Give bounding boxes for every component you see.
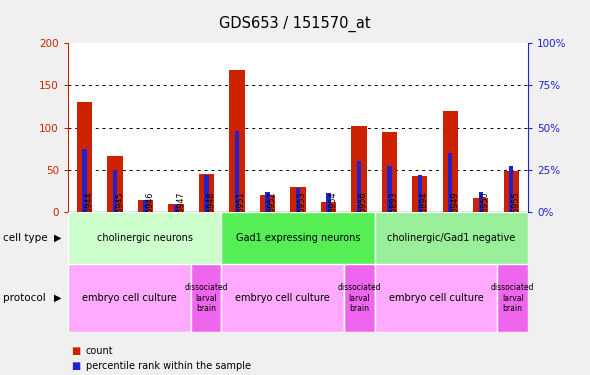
Text: GSM16949: GSM16949: [450, 192, 460, 236]
FancyBboxPatch shape: [191, 264, 221, 332]
Bar: [107, 156, 123, 212]
Bar: [174, 205, 178, 212]
Text: GSM16953: GSM16953: [298, 192, 307, 236]
Text: embryo cell culture: embryo cell culture: [389, 293, 483, 303]
FancyBboxPatch shape: [375, 212, 528, 264]
Bar: [504, 171, 519, 212]
Text: embryo cell culture: embryo cell culture: [235, 293, 330, 303]
Text: GSM16944: GSM16944: [84, 192, 94, 236]
FancyBboxPatch shape: [222, 212, 253, 248]
Text: count: count: [86, 346, 113, 355]
Bar: [266, 192, 270, 212]
FancyBboxPatch shape: [221, 264, 344, 332]
Bar: [113, 170, 117, 212]
Bar: [357, 161, 361, 212]
Bar: [326, 194, 330, 212]
Text: GSM16945: GSM16945: [115, 192, 124, 236]
Text: GSM16894: GSM16894: [420, 192, 429, 236]
Bar: [321, 202, 336, 212]
FancyBboxPatch shape: [343, 212, 374, 248]
FancyBboxPatch shape: [344, 264, 375, 332]
FancyBboxPatch shape: [100, 212, 130, 248]
Text: cholinergic/Gad1 negative: cholinergic/Gad1 negative: [387, 233, 516, 243]
Text: dissociated
larval
brain: dissociated larval brain: [491, 283, 535, 313]
Bar: [235, 131, 239, 212]
Text: GSM16947: GSM16947: [176, 192, 185, 236]
Text: GSM16956: GSM16956: [359, 192, 368, 236]
Bar: [204, 175, 209, 212]
Bar: [290, 188, 306, 212]
Text: GSM16952: GSM16952: [267, 192, 277, 236]
FancyBboxPatch shape: [68, 264, 191, 332]
Bar: [138, 200, 153, 212]
Text: GSM16954: GSM16954: [329, 192, 337, 236]
FancyBboxPatch shape: [221, 212, 375, 264]
FancyBboxPatch shape: [497, 264, 528, 332]
Text: cell type: cell type: [3, 233, 48, 243]
Text: GSM16955: GSM16955: [512, 192, 520, 236]
FancyBboxPatch shape: [374, 212, 405, 248]
Text: GSM16948: GSM16948: [206, 192, 215, 236]
Text: Gad1 expressing neurons: Gad1 expressing neurons: [235, 233, 360, 243]
FancyBboxPatch shape: [161, 212, 191, 248]
Text: GSM16946: GSM16946: [146, 192, 155, 236]
Bar: [418, 175, 422, 212]
FancyBboxPatch shape: [253, 212, 283, 248]
Text: cholinergic neurons: cholinergic neurons: [97, 233, 192, 243]
Text: GSM16893: GSM16893: [389, 192, 398, 236]
FancyBboxPatch shape: [466, 212, 496, 248]
Text: ■: ■: [71, 346, 80, 355]
Bar: [473, 198, 489, 212]
FancyBboxPatch shape: [496, 212, 526, 248]
Bar: [199, 174, 214, 212]
FancyBboxPatch shape: [191, 212, 222, 248]
Bar: [351, 126, 366, 212]
Text: embryo cell culture: embryo cell culture: [82, 293, 176, 303]
Bar: [448, 153, 453, 212]
Bar: [387, 166, 392, 212]
FancyBboxPatch shape: [435, 212, 466, 248]
Bar: [509, 166, 513, 212]
Text: dissociated
larval
brain: dissociated larval brain: [337, 283, 381, 313]
Bar: [296, 188, 300, 212]
Text: ▶: ▶: [54, 293, 62, 303]
Bar: [382, 132, 397, 212]
Text: GSM16951: GSM16951: [237, 192, 246, 236]
Text: ▶: ▶: [54, 233, 62, 243]
FancyBboxPatch shape: [375, 264, 497, 332]
Bar: [230, 70, 245, 212]
Text: GDS653 / 151570_at: GDS653 / 151570_at: [219, 16, 371, 33]
Bar: [442, 111, 458, 212]
Bar: [478, 192, 483, 212]
FancyBboxPatch shape: [130, 212, 161, 248]
Bar: [168, 204, 183, 212]
FancyBboxPatch shape: [313, 212, 343, 248]
FancyBboxPatch shape: [68, 212, 221, 264]
FancyBboxPatch shape: [70, 212, 100, 248]
Text: protocol: protocol: [3, 293, 45, 303]
Text: ■: ■: [71, 361, 80, 370]
Text: dissociated
larval
brain: dissociated larval brain: [184, 283, 228, 313]
Text: percentile rank within the sample: percentile rank within the sample: [86, 361, 251, 370]
FancyBboxPatch shape: [283, 212, 313, 248]
Bar: [260, 195, 275, 212]
Bar: [77, 102, 92, 212]
FancyBboxPatch shape: [405, 212, 435, 248]
Text: GSM16950: GSM16950: [481, 192, 490, 236]
Bar: [412, 176, 428, 212]
Bar: [83, 149, 87, 212]
Bar: [143, 200, 148, 212]
